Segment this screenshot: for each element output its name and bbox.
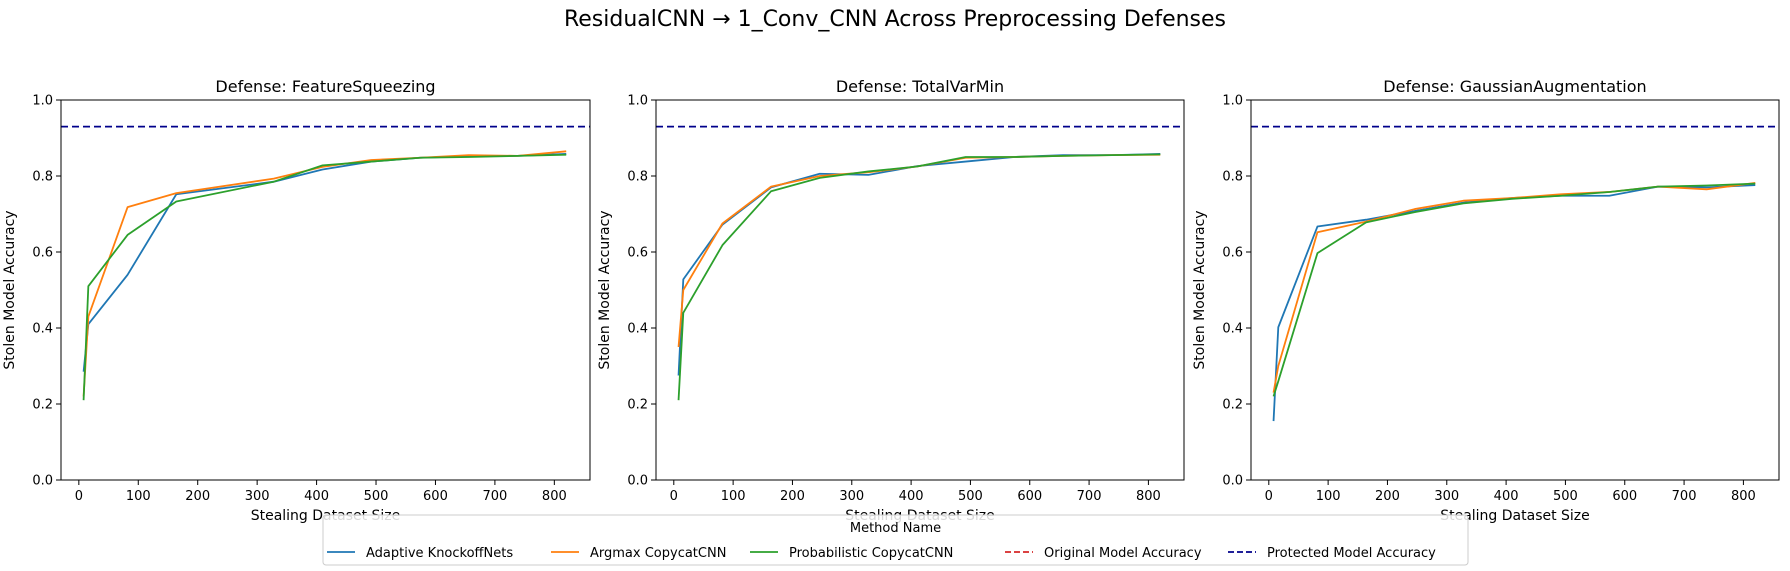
- x-tick-label: 200: [185, 489, 210, 504]
- series-line-adaptive-knockoffnets: [677, 153, 1161, 376]
- legend-box: [322, 514, 1469, 566]
- panel-title: Defense: FeatureSqueezing: [215, 77, 435, 96]
- y-axis-label: Stolen Model Accuracy: [597, 210, 613, 369]
- y-tick-label: 1.0: [627, 94, 648, 109]
- x-tick-label: 0: [670, 489, 678, 504]
- legend-entry-label: Original Model Accuracy: [1044, 546, 1202, 561]
- y-tick-label: 1.0: [1222, 94, 1243, 109]
- panel-1: Defense: FeatureSqueezing 0 100 200 300 400 50…: [2, 77, 591, 524]
- x-tick-label: 500: [958, 489, 983, 504]
- x-tick-label: 300: [1434, 489, 1459, 504]
- x-tick-label: 300: [245, 489, 270, 504]
- x-tick-label: 600: [1612, 489, 1637, 504]
- series-line-probabilistic-copycatcnn: [82, 153, 567, 401]
- y-axis-label: Stolen Model Accuracy: [1192, 210, 1208, 369]
- y-tick-label: 0.8: [627, 170, 648, 185]
- y-tick-label: 1.0: [32, 94, 53, 109]
- y-tick-label: 0.0: [32, 474, 53, 489]
- legend-entry-label: Probabilistic CopycatCNN: [789, 546, 953, 561]
- figure-title: ResidualCNN → 1_Conv_CNN Across Preproce…: [564, 7, 1226, 32]
- x-tick-label: 800: [1136, 489, 1161, 504]
- x-tick-label: 500: [1553, 489, 1578, 504]
- x-tick-label: 700: [482, 489, 507, 504]
- y-tick-label: 0.2: [1222, 398, 1243, 413]
- y-tick-label: 0.8: [1222, 170, 1243, 185]
- x-tick-label: 400: [899, 489, 924, 504]
- y-tick-label: 0.2: [32, 398, 53, 413]
- series-line-probabilistic-copycatcnn: [677, 153, 1161, 401]
- plot-frame: [655, 99, 1185, 481]
- series-line-probabilistic-copycatcnn: [1272, 182, 1756, 397]
- y-tick-label: 0.4: [627, 322, 648, 337]
- x-tick-label: 500: [364, 489, 389, 504]
- legend: Method Name Adaptive KnockoffNets Argmax C…: [322, 514, 1469, 566]
- x-tick-label: 100: [721, 489, 746, 504]
- x-tick-label: 700: [1672, 489, 1697, 504]
- panels-group: Defense: FeatureSqueezing 0 100 200 300 400 50…: [2, 77, 1780, 524]
- x-tick-label: 400: [1494, 489, 1519, 504]
- y-tick-label: 0.0: [627, 474, 648, 489]
- x-tick-label: 600: [1017, 489, 1042, 504]
- y-tick-label: 0.2: [627, 398, 648, 413]
- x-tick-label: 700: [1077, 489, 1102, 504]
- panel-3: Defense: GaussianAugmentation 0 100 200 300 4…: [1192, 77, 1780, 524]
- x-tick-label: 200: [780, 489, 805, 504]
- y-tick-label: 0.4: [32, 322, 53, 337]
- x-tick-label: 400: [304, 489, 329, 504]
- x-tick-label: 100: [126, 489, 151, 504]
- x-tick-label: 0: [75, 489, 83, 504]
- x-tick-label: 200: [1375, 489, 1400, 504]
- y-tick-label: 0.0: [1222, 474, 1243, 489]
- y-tick-label: 0.6: [627, 246, 648, 261]
- x-tick-label: 300: [839, 489, 864, 504]
- x-tick-label: 800: [542, 489, 567, 504]
- plot-frame: [1250, 99, 1780, 481]
- series-line-adaptive-knockoffnets: [82, 153, 567, 372]
- x-tick-label: 600: [423, 489, 448, 504]
- series-line-argmax-copycatcnn: [1272, 181, 1756, 393]
- panel-2: Defense: TotalVarMin 0 100 200 300 400 500 600 7…: [597, 77, 1185, 524]
- x-tick-label: 800: [1731, 489, 1756, 504]
- panel-title: Defense: TotalVarMin: [836, 77, 1004, 96]
- panel-title: Defense: GaussianAugmentation: [1383, 77, 1646, 96]
- y-axis-label: Stolen Model Accuracy: [2, 210, 18, 369]
- series-line-argmax-copycatcnn: [677, 153, 1161, 348]
- y-tick-label: 0.8: [32, 170, 53, 185]
- x-tick-label: 100: [1316, 489, 1341, 504]
- x-tick-label: 0: [1265, 489, 1273, 504]
- series-line-argmax-copycatcnn: [82, 150, 567, 397]
- series-line-adaptive-knockoffnets: [1272, 184, 1756, 422]
- legend-entry-label: Argmax CopycatCNN: [590, 546, 726, 561]
- y-tick-label: 0.6: [1222, 246, 1243, 261]
- legend-entry-label: Adaptive KnockoffNets: [366, 546, 513, 561]
- x-axis-label: Stealing Dataset Size: [1440, 508, 1590, 524]
- y-tick-label: 0.4: [1222, 322, 1243, 337]
- plot-frame: [60, 99, 591, 481]
- legend-title: Method Name: [850, 521, 941, 536]
- legend-entry-label: Protected Model Accuracy: [1267, 546, 1436, 561]
- y-tick-label: 0.6: [32, 246, 53, 261]
